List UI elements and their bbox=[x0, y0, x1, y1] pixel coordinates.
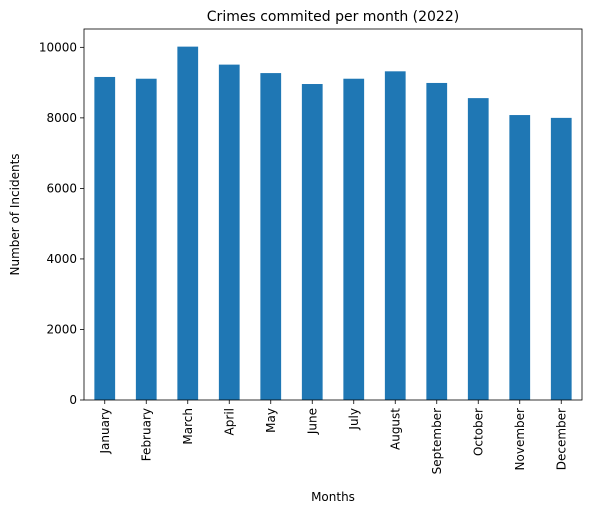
x-tick-label: September bbox=[430, 408, 444, 474]
bar-september bbox=[426, 83, 447, 400]
x-tick-label: April bbox=[222, 408, 236, 435]
y-tick-label: 0 bbox=[69, 393, 77, 407]
y-tick-label: 4000 bbox=[46, 252, 77, 266]
bars-group bbox=[94, 47, 571, 400]
y-axis-ticks: 0 2000 4000 6000 8000 10000 bbox=[39, 40, 84, 407]
bar-february bbox=[136, 79, 157, 400]
x-axis-title: Months bbox=[311, 490, 355, 504]
x-tick-label: November bbox=[513, 408, 527, 470]
bar-april bbox=[219, 65, 240, 400]
bar-october bbox=[468, 98, 489, 400]
x-tick-label: February bbox=[139, 408, 153, 461]
bar-december bbox=[551, 118, 572, 400]
bar-january bbox=[94, 77, 115, 400]
bar-may bbox=[260, 73, 281, 400]
x-tick-label: August bbox=[388, 408, 402, 450]
bar-june bbox=[302, 84, 323, 400]
x-tick-label: June bbox=[305, 408, 319, 435]
x-tick-label: December bbox=[554, 408, 568, 470]
x-tick-label: October bbox=[471, 408, 485, 456]
bar-august bbox=[385, 71, 406, 400]
x-tick-label: May bbox=[264, 408, 278, 433]
x-tick-label: March bbox=[181, 408, 195, 445]
plot-frame bbox=[84, 29, 582, 400]
bar-november bbox=[509, 115, 530, 400]
y-tick-label: 8000 bbox=[46, 111, 77, 125]
y-axis-title: Number of Incidents bbox=[8, 153, 22, 275]
bar-march bbox=[177, 47, 198, 400]
chart-title: Crimes commited per month (2022) bbox=[207, 9, 459, 25]
x-tick-label: July bbox=[347, 408, 361, 431]
y-tick-label: 10000 bbox=[39, 40, 77, 54]
x-axis-ticks: January February March April May June July Augu… bbox=[98, 400, 569, 474]
x-tick-label: January bbox=[98, 408, 112, 455]
bar-july bbox=[343, 79, 364, 400]
y-tick-label: 6000 bbox=[46, 181, 77, 195]
y-tick-label: 2000 bbox=[46, 322, 77, 336]
